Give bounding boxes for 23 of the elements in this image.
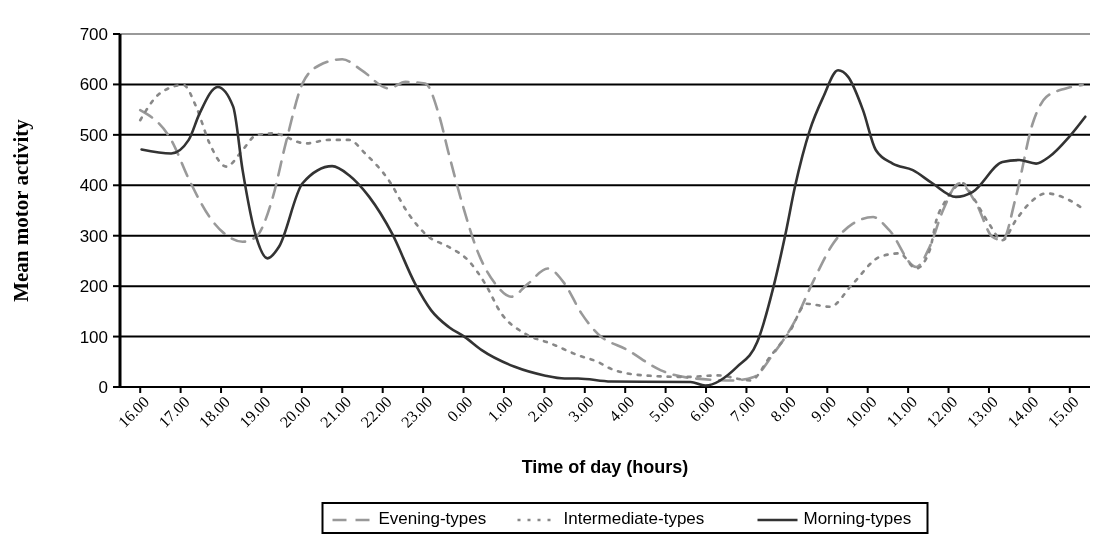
y-axis-title: Mean motor activity <box>9 118 33 302</box>
y-tick-label: 100 <box>79 327 108 347</box>
y-tick-label: 700 <box>79 24 108 44</box>
legend-label: Morning-types <box>803 508 912 528</box>
x-tick-label: 7.00 <box>726 393 759 425</box>
legend-label: Evening-types <box>378 508 487 528</box>
x-tick-label: 3.00 <box>565 393 597 425</box>
x-tick-label: 0.00 <box>443 393 476 425</box>
x-tick-label: 6.00 <box>686 393 719 425</box>
y-tick-label: 300 <box>79 226 108 246</box>
y-tick-label: 0 <box>98 377 108 397</box>
y-tick-label: 400 <box>79 176 108 196</box>
x-axis-title: Time of day (hours) <box>521 457 689 477</box>
x-tick-label: 9.00 <box>807 393 840 425</box>
x-tick-label: 2.00 <box>524 393 557 425</box>
y-tick-label: 200 <box>79 277 108 297</box>
y-tick-label: 600 <box>79 75 108 95</box>
x-tick-label: 8.00 <box>767 393 799 425</box>
y-tick-label: 500 <box>79 125 108 145</box>
x-tick-label: 5.00 <box>645 393 678 425</box>
x-tick-label: 4.00 <box>605 393 638 425</box>
legend-label: Intermediate-types <box>563 508 705 528</box>
x-tick-label: 1.00 <box>484 393 517 425</box>
